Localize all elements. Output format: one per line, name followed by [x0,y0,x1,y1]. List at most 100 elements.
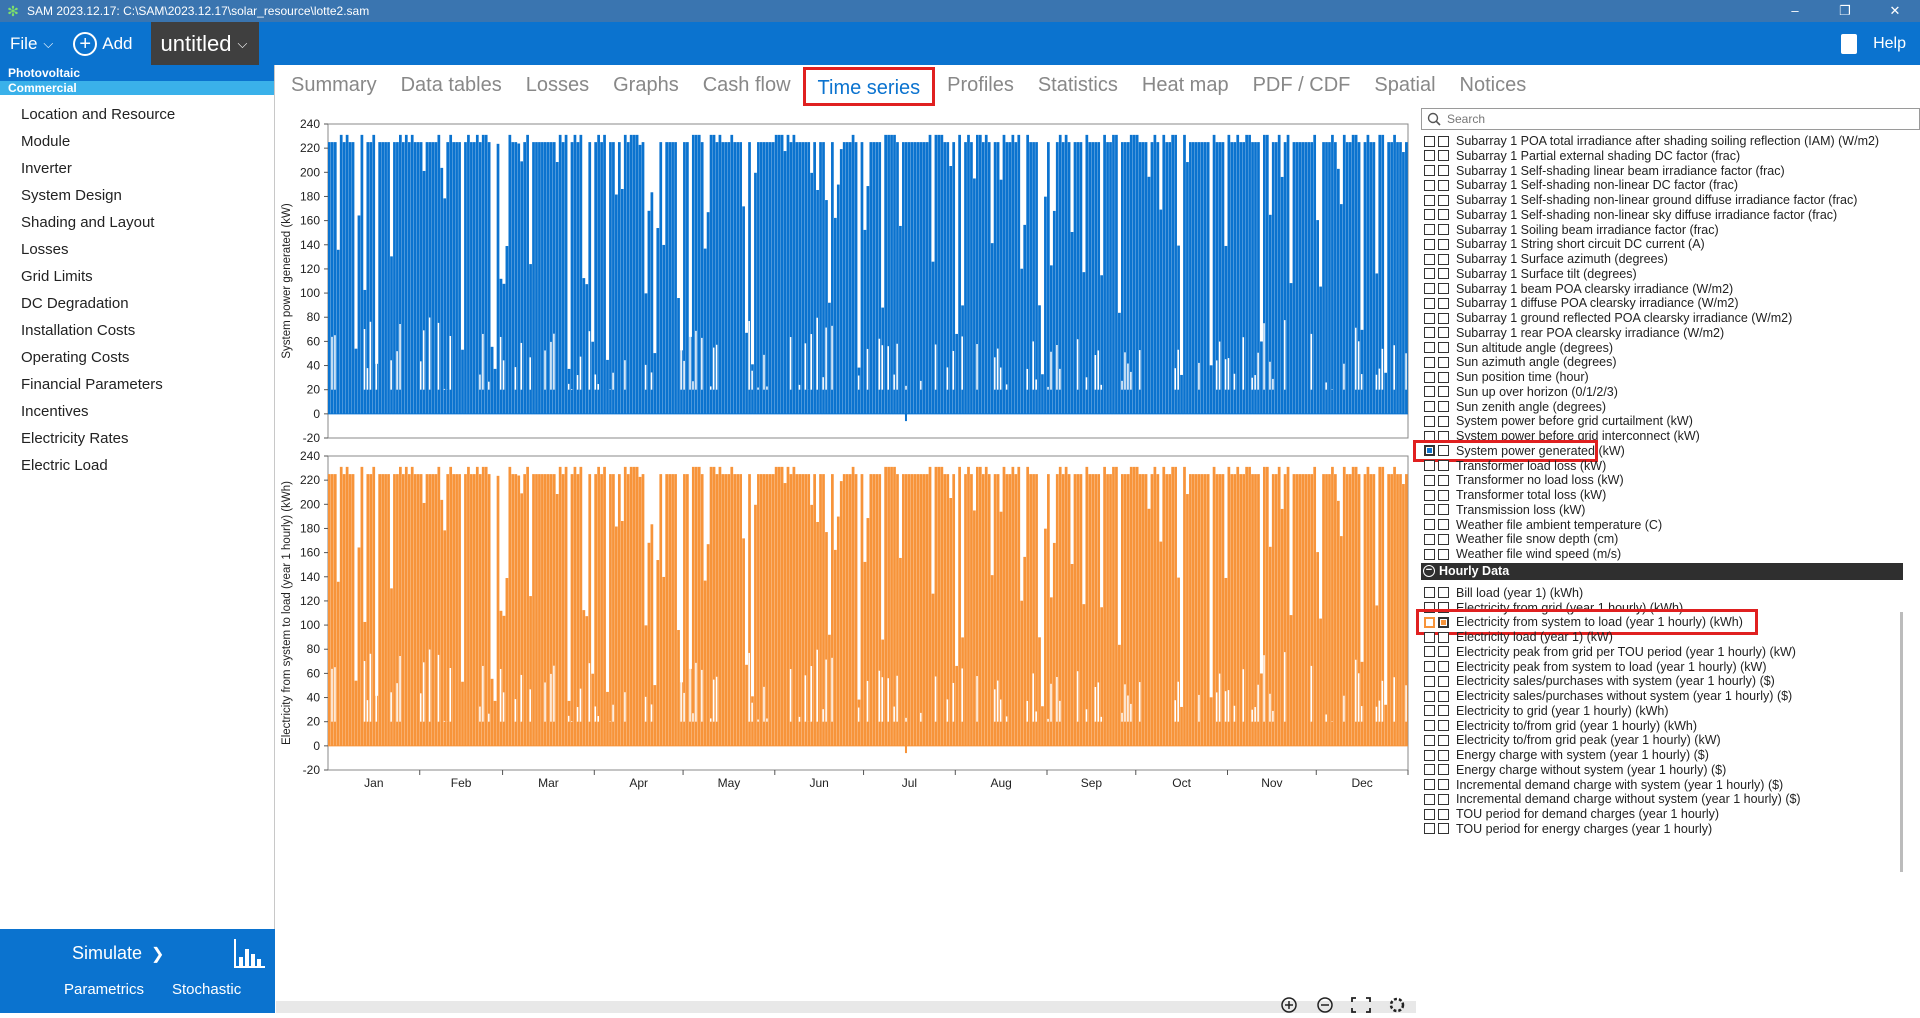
tab-summary[interactable]: Summary [291,67,377,106]
right-axis-checkbox[interactable] [1438,239,1449,250]
left-axis-checkbox[interactable] [1424,136,1435,147]
minimize-icon[interactable]: – [1770,0,1820,22]
help-button[interactable]: Help [1873,35,1906,53]
time-series-charts[interactable]: 240220200180160140120100806040200-20Syst… [276,108,1416,1013]
collapse-icon[interactable]: − [1423,565,1435,577]
variable-row[interactable]: Weather file wind speed (m/s) [1424,545,1621,563]
left-axis-checkbox[interactable] [1424,313,1435,324]
left-axis-checkbox[interactable] [1424,504,1435,515]
left-axis-checkbox[interactable] [1424,268,1435,279]
left-axis-checkbox[interactable] [1424,283,1435,294]
right-axis-checkbox[interactable] [1438,504,1449,515]
variable-search-input[interactable]: Search [1421,108,1920,130]
zoom-in-icon[interactable] [1278,996,1300,1013]
sidebar-item-operating-costs[interactable]: Operating Costs [0,344,274,371]
right-axis-checkbox[interactable] [1438,661,1449,672]
left-axis-checkbox[interactable] [1424,587,1435,598]
document-icon[interactable] [1841,34,1857,54]
sidebar-item-incentives[interactable]: Incentives [0,398,274,425]
right-axis-checkbox[interactable] [1438,180,1449,191]
left-axis-checkbox[interactable] [1424,416,1435,427]
zoom-fit-icon[interactable] [1350,996,1372,1013]
left-axis-checkbox[interactable] [1424,372,1435,383]
zoom-out-icon[interactable] [1314,996,1336,1013]
tab-graphs[interactable]: Graphs [613,67,679,106]
tab-losses[interactable]: Losses [526,67,589,106]
left-axis-checkbox[interactable] [1424,764,1435,775]
right-axis-checkbox[interactable] [1438,676,1449,687]
file-menu[interactable]: File ⌵ [0,22,63,65]
left-axis-checkbox[interactable] [1424,165,1435,176]
right-axis-checkbox[interactable] [1438,386,1449,397]
left-axis-checkbox[interactable] [1424,519,1435,530]
variable-list-scrollbar[interactable] [1900,612,1903,872]
sidebar-item-inverter[interactable]: Inverter [0,155,274,182]
right-axis-checkbox[interactable] [1438,691,1449,702]
right-axis-checkbox[interactable] [1438,342,1449,353]
left-axis-checkbox[interactable] [1424,661,1435,672]
tab-statistics[interactable]: Statistics [1038,67,1118,106]
right-axis-checkbox[interactable] [1438,720,1449,731]
tab-cash-flow[interactable]: Cash flow [703,67,791,106]
left-axis-checkbox[interactable] [1424,735,1435,746]
left-axis-checkbox[interactable] [1424,705,1435,716]
right-axis-checkbox[interactable] [1438,357,1449,368]
right-axis-checkbox[interactable] [1438,490,1449,501]
left-axis-checkbox[interactable] [1424,209,1435,220]
right-axis-checkbox[interactable] [1438,283,1449,294]
results-chart-icon[interactable] [233,937,267,969]
left-axis-checkbox[interactable] [1424,720,1435,731]
left-axis-checkbox[interactable] [1424,794,1435,805]
tab-pdf-cdf[interactable]: PDF / CDF [1253,67,1351,106]
right-axis-checkbox[interactable] [1438,809,1449,820]
right-axis-checkbox[interactable] [1438,549,1449,560]
variable-row[interactable]: TOU period for energy charges (year 1 ho… [1424,820,1712,838]
right-axis-checkbox[interactable] [1438,372,1449,383]
left-axis-checkbox[interactable] [1424,401,1435,412]
hourly-data-group-header[interactable]: −Hourly Data [1421,563,1903,580]
simulate-button[interactable]: Simulate ❯ [72,943,164,964]
left-axis-checkbox[interactable] [1424,239,1435,250]
right-axis-checkbox[interactable] [1438,136,1449,147]
right-axis-checkbox[interactable] [1438,632,1449,643]
right-axis-checkbox[interactable] [1438,150,1449,161]
right-axis-checkbox[interactable] [1438,224,1449,235]
left-axis-checkbox[interactable] [1424,327,1435,338]
right-axis-checkbox[interactable] [1438,705,1449,716]
left-axis-checkbox[interactable] [1424,224,1435,235]
tab-time-series[interactable]: Time series [803,67,936,106]
restore-icon[interactable]: ❐ [1820,0,1870,22]
right-axis-checkbox[interactable] [1438,401,1449,412]
tab-heat-map[interactable]: Heat map [1142,67,1229,106]
sidebar-item-electric-load[interactable]: Electric Load [0,452,274,479]
left-axis-checkbox[interactable] [1424,254,1435,265]
right-axis-checkbox[interactable] [1438,460,1449,471]
left-axis-checkbox[interactable] [1424,549,1435,560]
sidebar-item-module[interactable]: Module [0,128,274,155]
left-axis-checkbox[interactable] [1424,534,1435,545]
sidebar-item-financial-parameters[interactable]: Financial Parameters [0,371,274,398]
sidebar-item-electricity-rates[interactable]: Electricity Rates [0,425,274,452]
right-axis-checkbox[interactable] [1438,209,1449,220]
left-axis-checkbox[interactable] [1424,298,1435,309]
sidebar-item-losses[interactable]: Losses [0,236,274,263]
case-selector[interactable]: untitled ⌵ [151,22,260,65]
left-axis-checkbox[interactable] [1424,342,1435,353]
left-axis-checkbox[interactable] [1424,475,1435,486]
right-axis-checkbox[interactable] [1438,327,1449,338]
left-axis-checkbox[interactable] [1424,691,1435,702]
right-axis-checkbox[interactable] [1438,823,1449,834]
right-axis-checkbox[interactable] [1438,268,1449,279]
left-axis-checkbox[interactable] [1424,150,1435,161]
left-axis-checkbox[interactable] [1424,676,1435,687]
right-axis-checkbox[interactable] [1438,779,1449,790]
right-axis-checkbox[interactable] [1438,534,1449,545]
right-axis-checkbox[interactable] [1438,416,1449,427]
sidebar-item-grid-limits[interactable]: Grid Limits [0,263,274,290]
right-axis-checkbox[interactable] [1438,195,1449,206]
left-axis-checkbox[interactable] [1424,823,1435,834]
sidebar-item-installation-costs[interactable]: Installation Costs [0,317,274,344]
tab-spatial[interactable]: Spatial [1374,67,1435,106]
right-axis-checkbox[interactable] [1438,587,1449,598]
sidebar-item-shading-and-layout[interactable]: Shading and Layout [0,209,274,236]
